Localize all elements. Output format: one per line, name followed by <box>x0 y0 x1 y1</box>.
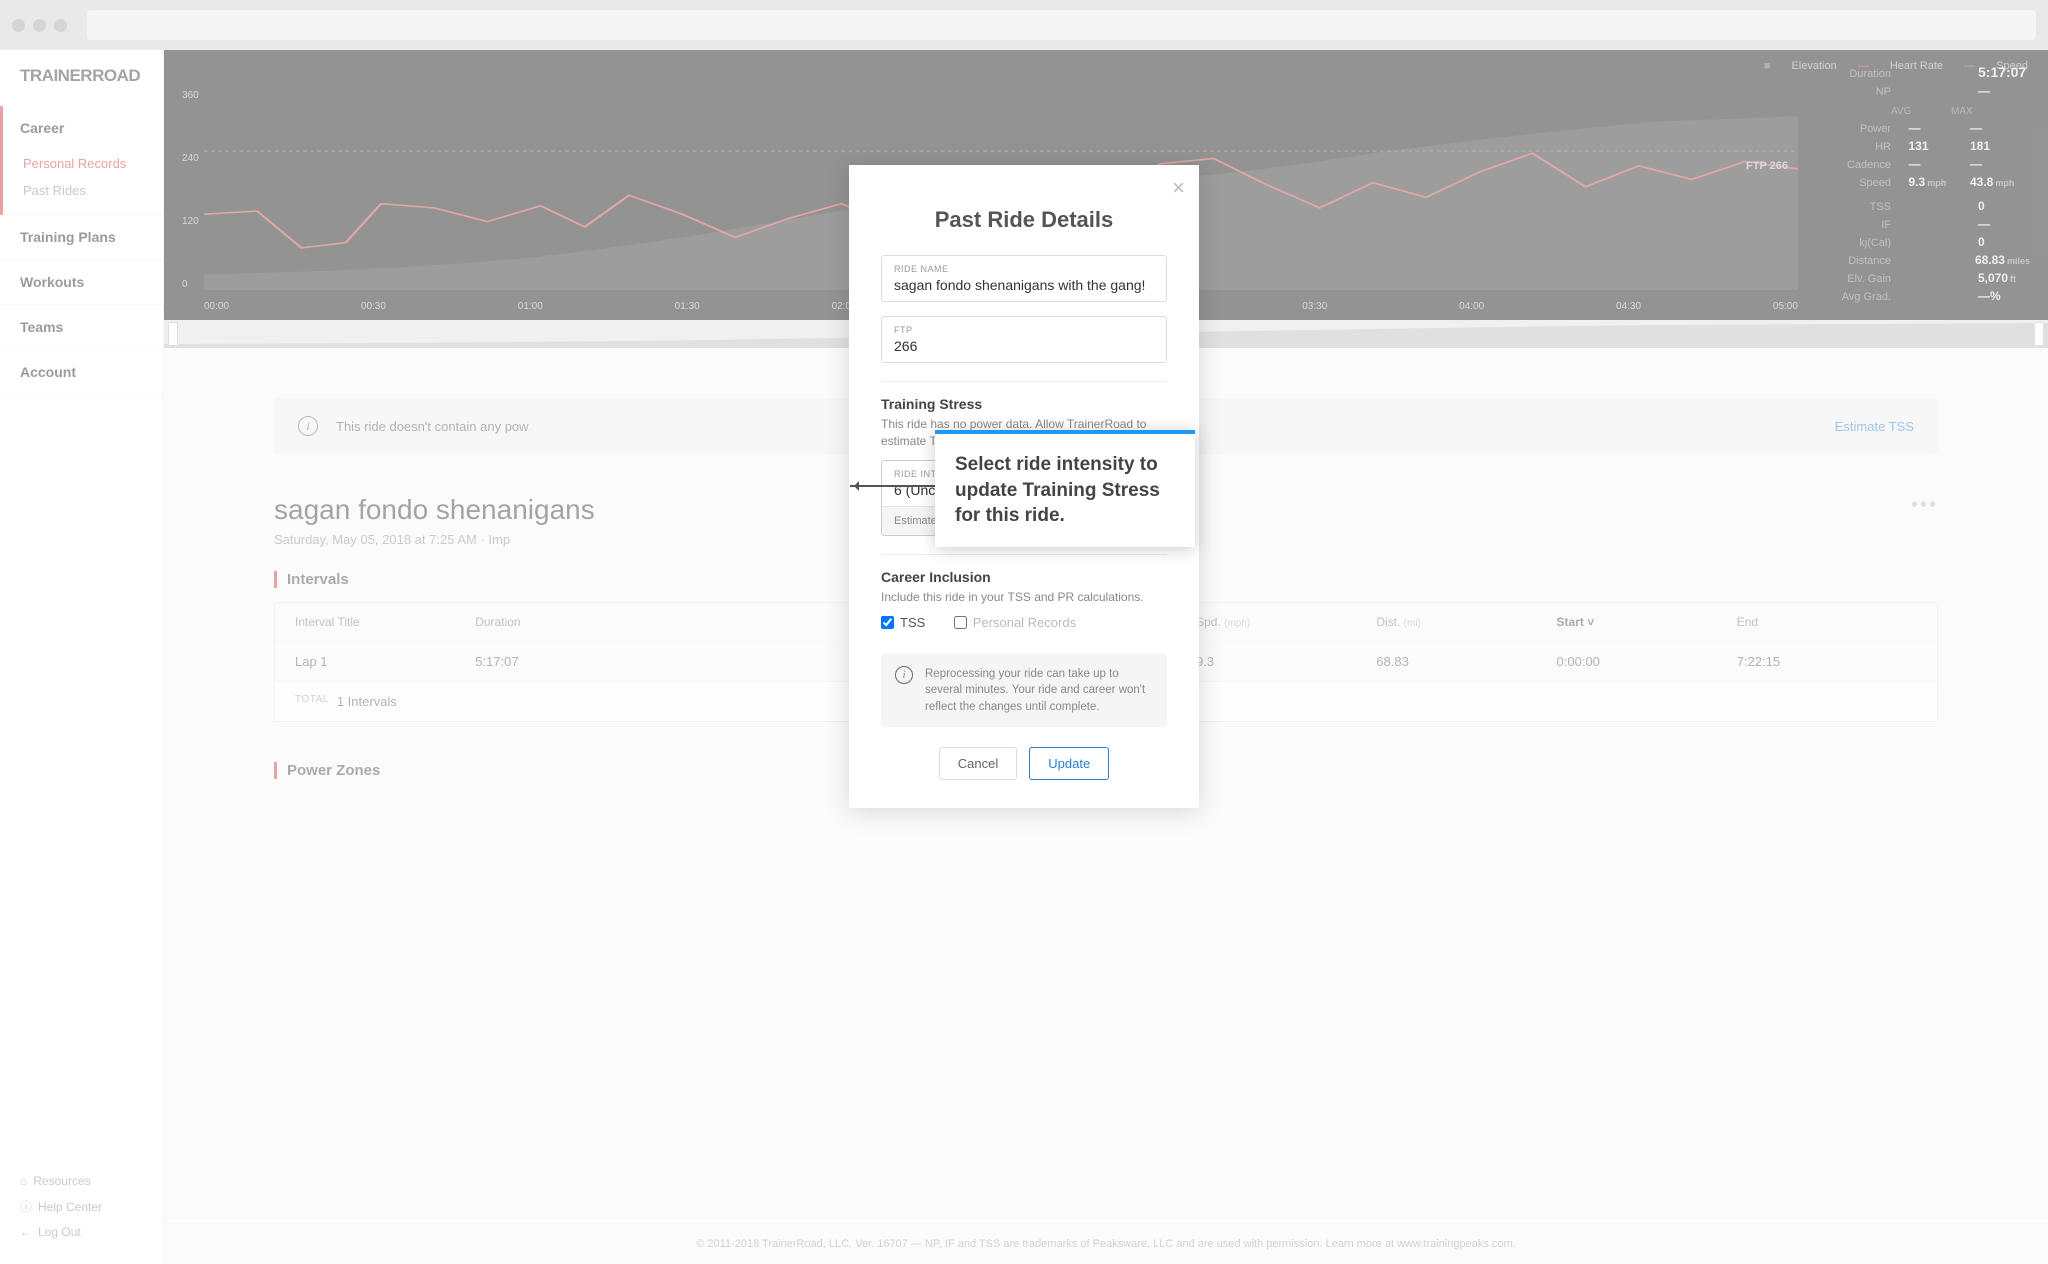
career-inclusion-header: Career Inclusion <box>881 554 1167 585</box>
info-icon: i <box>895 666 913 684</box>
ride-name-value[interactable]: sagan fondo shenanigans with the gang! <box>894 277 1154 293</box>
callout-arrow <box>850 485 935 487</box>
window-controls <box>12 19 67 32</box>
career-inclusion-desc: Include this ride in your TSS and PR cal… <box>881 589 1167 606</box>
cancel-button[interactable]: Cancel <box>939 747 1017 780</box>
app-root: TRAINERROAD Career Personal Records Past… <box>0 50 2048 1264</box>
training-stress-header: Training Stress <box>881 381 1167 412</box>
field-label: FTP <box>894 325 1154 335</box>
url-bar[interactable] <box>87 10 2036 40</box>
update-button[interactable]: Update <box>1029 747 1109 780</box>
close-dot[interactable] <box>12 19 25 32</box>
reprocessing-notice: i Reprocessing your ride can take up to … <box>881 654 1167 726</box>
modal-actions: Cancel Update <box>881 747 1167 780</box>
ftp-value[interactable]: 266 <box>894 338 1154 354</box>
close-icon[interactable]: × <box>1172 175 1185 201</box>
minimize-dot[interactable] <box>33 19 46 32</box>
tss-checkbox[interactable]: TSS <box>881 615 925 630</box>
ftp-field[interactable]: FTP 266 <box>881 316 1167 363</box>
field-label: RIDE NAME <box>894 264 1154 274</box>
pr-checkbox[interactable]: Personal Records <box>954 615 1076 630</box>
maximize-dot[interactable] <box>54 19 67 32</box>
ride-name-field[interactable]: RIDE NAME sagan fondo shenanigans with t… <box>881 255 1167 302</box>
browser-chrome <box>0 0 2048 50</box>
callout-tooltip: Select ride intensity to update Training… <box>935 430 1195 547</box>
modal-title: Past Ride Details <box>881 207 1167 233</box>
